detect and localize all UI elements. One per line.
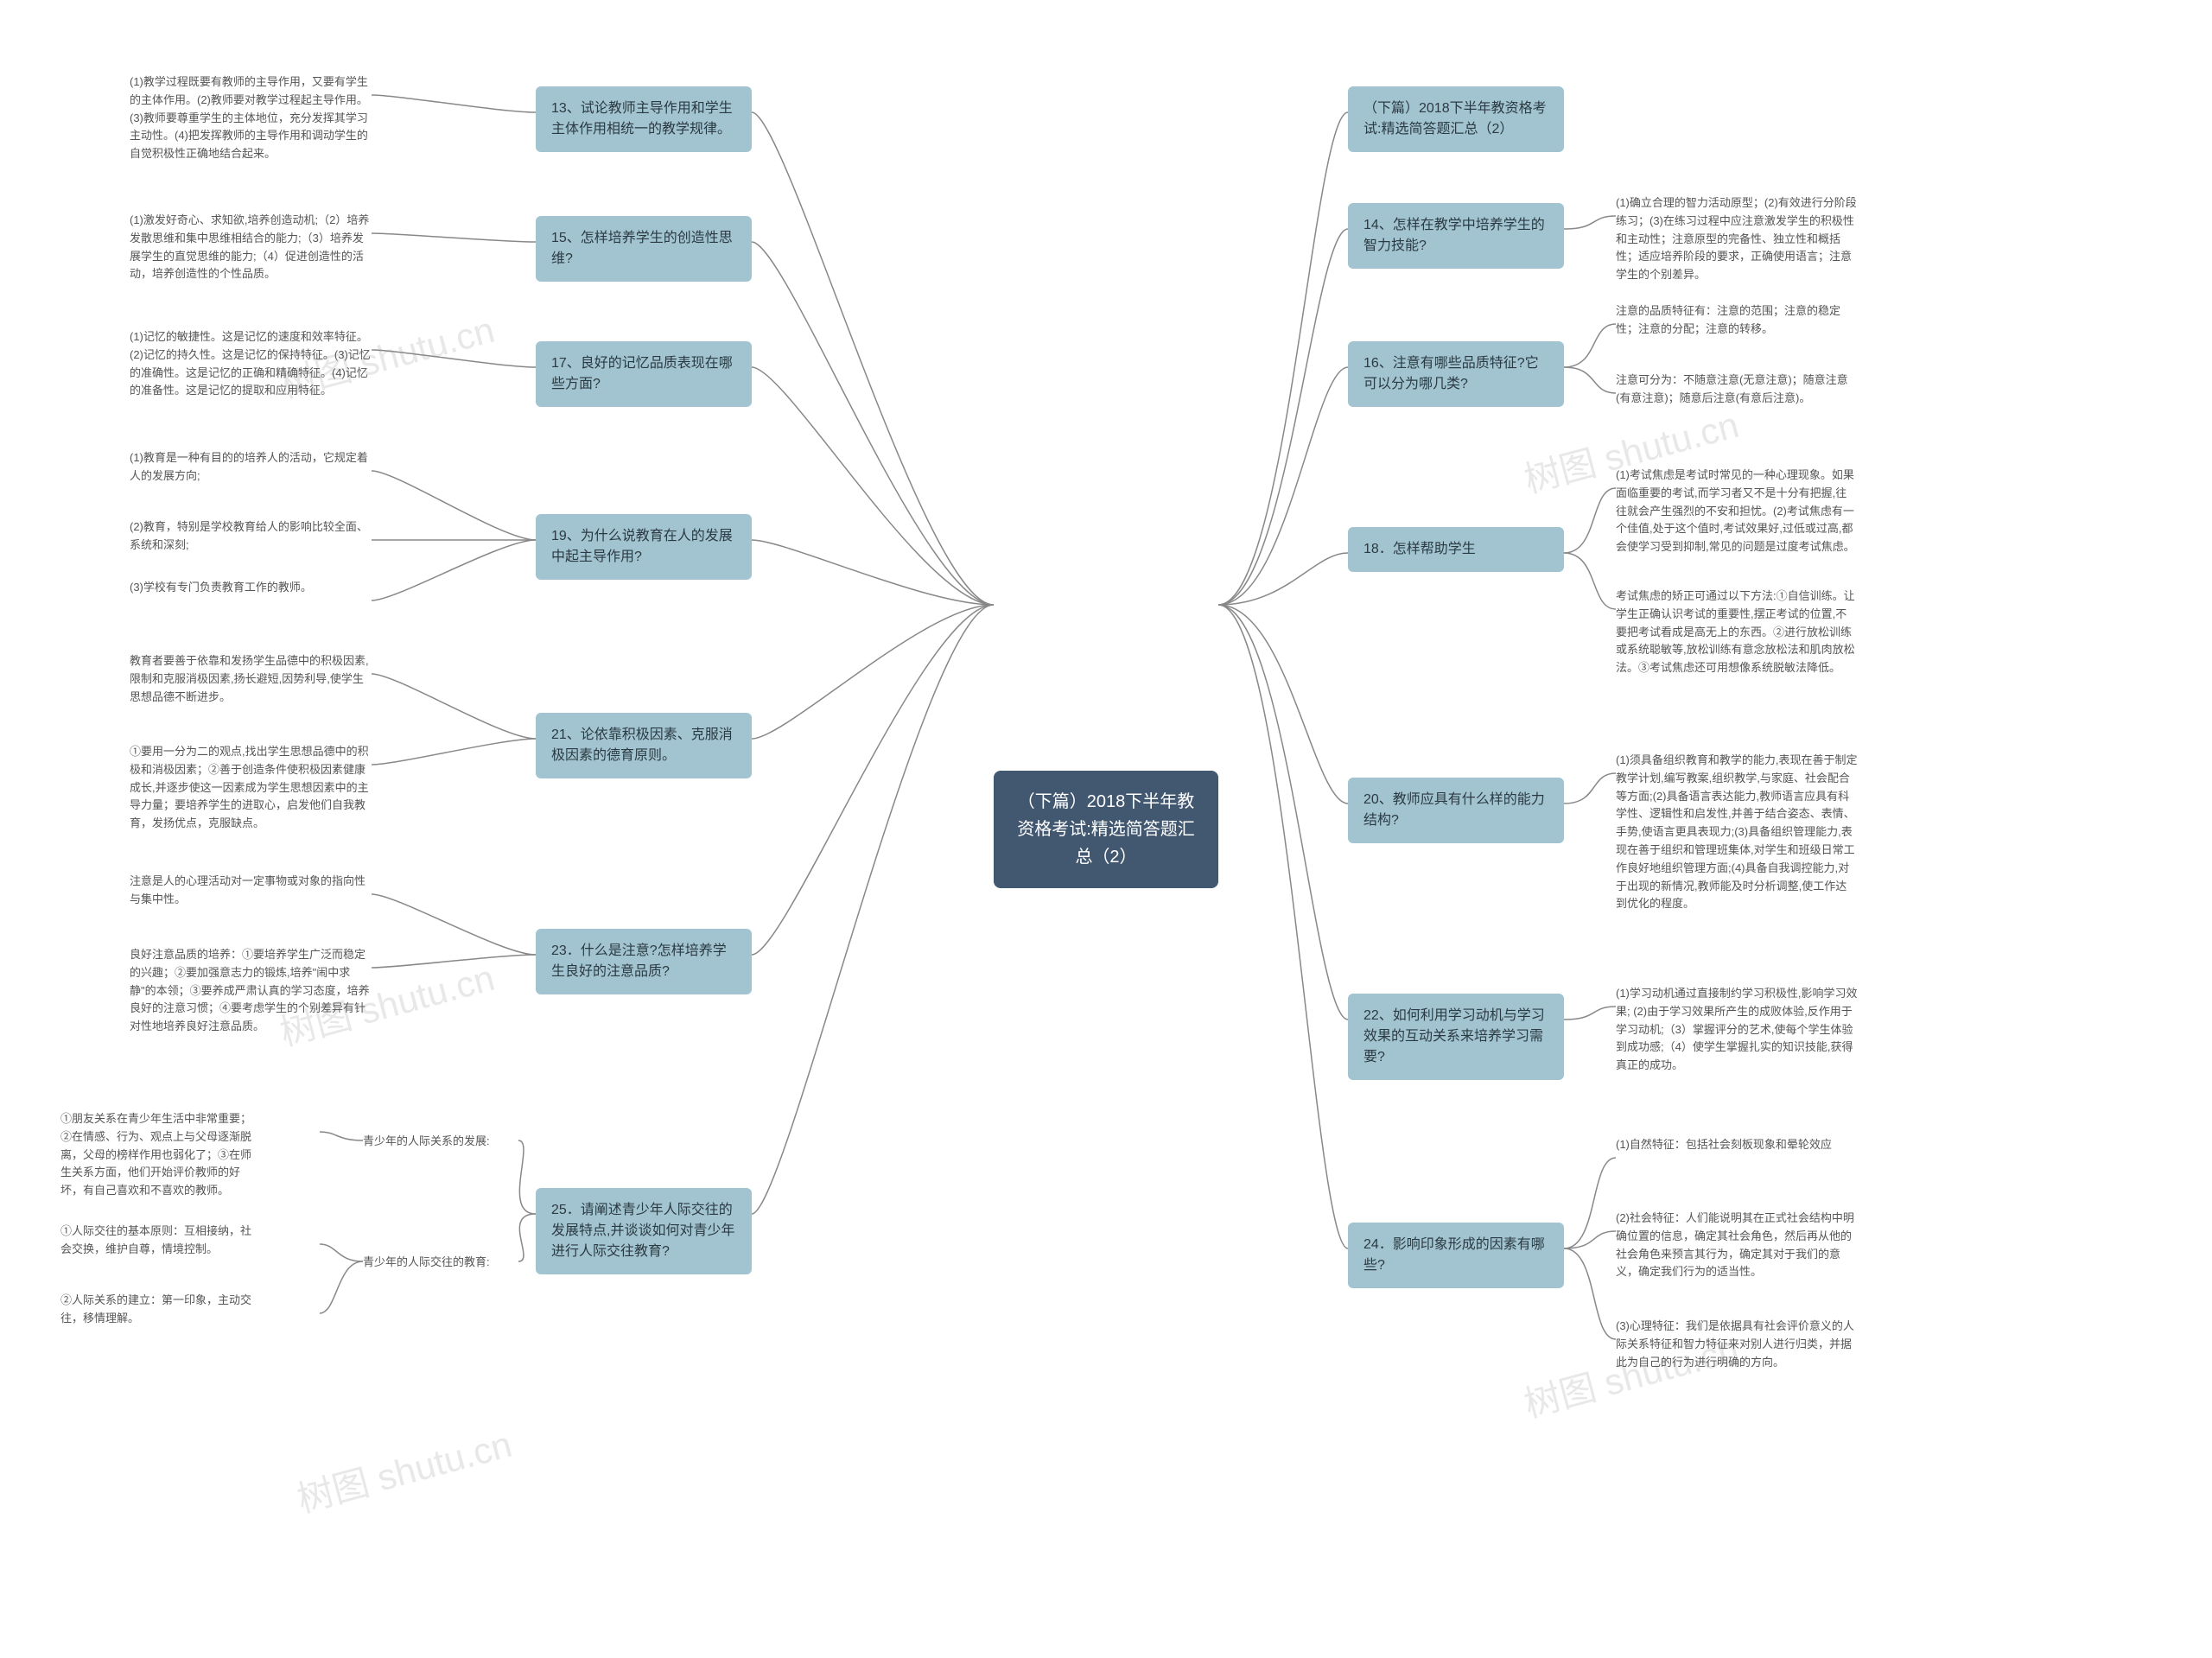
topic-t15: 15、怎样培养学生的创造性思维? [536, 216, 752, 282]
intermediate: 青少年的人际交往的教育: [363, 1253, 518, 1269]
leaf: (1)自然特征：包括社会刻板现象和晕轮效应 [1616, 1136, 1858, 1154]
topic-t22: 22、如何利用学习动机与学习效果的互动关系来培养学习需要? [1348, 994, 1564, 1080]
leaf: (1)记忆的敏捷性。这是记忆的速度和效率特征。(2)记忆的持久性。这是记忆的保持… [130, 328, 372, 400]
leaf: (1)激发好奇心、求知欲,培养创造动机;（2）培养发散思维和集中思维相结合的能力… [130, 212, 372, 283]
leaf: ①朋友关系在青少年生活中非常重要；②在情感、行为、观点上与父母逐渐脱离，父母的榜… [60, 1110, 259, 1200]
leaf: ②人际关系的建立：第一印象，主动交往，移情理解。 [60, 1292, 259, 1328]
topic-t18: 18．怎样帮助学生 [1348, 527, 1564, 572]
topic-t19: 19、为什么说教育在人的发展中起主导作用? [536, 514, 752, 580]
leaf: 教育者要善于依靠和发扬学生品德中的积极因素,限制和克服消极因素,扬长避短,因势利… [130, 652, 372, 706]
leaf: 注意可分为：不随意注意(无意注意)；随意注意(有意注意)；随意后注意(有意后注意… [1616, 372, 1858, 408]
leaf: 考试焦虑的矫正可通过以下方法:①自信训练。让学生正确认识考试的重要性,摆正考试的… [1616, 588, 1858, 677]
leaf: 注意是人的心理活动对一定事物或对象的指向性与集中性。 [130, 873, 372, 909]
leaf: 注意的品质特征有：注意的范围；注意的稳定性；注意的分配；注意的转移。 [1616, 302, 1858, 339]
topic-t24: 24．影响印象形成的因素有哪些? [1348, 1223, 1564, 1288]
leaf: (1)确立合理的智力活动原型；(2)有效进行分阶段练习；(3)在练习过程中应注意… [1616, 194, 1858, 284]
leaf: (1)考试焦虑是考试时常见的一种心理现象。如果面临重要的考试,而学习者又不是十分… [1616, 467, 1858, 556]
topic-t17: 17、良好的记忆品质表现在哪些方面? [536, 341, 752, 407]
leaf: (1)教学过程既要有教师的主导作用，又要有学生的主体作用。(2)教师要对教学过程… [130, 73, 372, 163]
leaf: (2)社会特征：人们能说明其在正式社会结构中明确位置的信息，确定其社会角色，然后… [1616, 1210, 1858, 1281]
leaf: (2)教育，特别是学校教育给人的影响比较全面、系统和深刻; [130, 518, 372, 555]
leaf: 良好注意品质的培养：①要培养学生广泛而稳定的兴趣；②要加强意志力的锻炼,培养"闹… [130, 946, 372, 1036]
topic-t20: 20、教师应具有什么样的能力结构? [1348, 778, 1564, 843]
topic-t14: 14、怎样在教学中培养学生的智力技能? [1348, 203, 1564, 269]
topic-tr_header: （下篇）2018下半年教资格考试:精选简答题汇总（2） [1348, 86, 1564, 152]
leaf: (1)学习动机通过直接制约学习积极性,影响学习效果; (2)由于学习效果所产生的… [1616, 985, 1858, 1075]
topic-t13: 13、试论教师主导作用和学生主体作用相统一的教学规律。 [536, 86, 752, 152]
leaf: (1)教育是一种有目的的培养人的活动，它规定着人的发展方向; [130, 449, 372, 486]
topic-t21: 21、论依靠积极因素、克服消极因素的德育原则。 [536, 713, 752, 778]
leaf: (1)须具备组织教育和教学的能力,表现在善于制定教学计划,编写教案,组织教学,与… [1616, 752, 1858, 913]
topic-t23: 23．什么是注意?怎样培养学生良好的注意品质? [536, 929, 752, 994]
topic-t16: 16、注意有哪些品质特征?它可以分为哪几类? [1348, 341, 1564, 407]
leaf: (3)心理特征：我们是依据具有社会评价意义的人际关系特征和智力特征来对别人进行归… [1616, 1318, 1858, 1371]
leaf: (3)学校有专门负责教育工作的教师。 [130, 579, 372, 597]
topic-t25: 25．请阐述青少年人际交往的发展特点,并谈谈如何对青少年进行人际交往教育? [536, 1188, 752, 1274]
leaf: ①要用一分为二的观点,找出学生思想品德中的积极和消极因素；②善于创造条件使积极因… [130, 743, 372, 833]
intermediate: 青少年的人际关系的发展: [363, 1132, 518, 1148]
leaf: ①人际交往的基本原则：互相接纳，社会交换，维护自尊，情境控制。 [60, 1223, 259, 1259]
central-node: （下篇）2018下半年教资格考试:精选简答题汇总（2） [994, 771, 1218, 888]
